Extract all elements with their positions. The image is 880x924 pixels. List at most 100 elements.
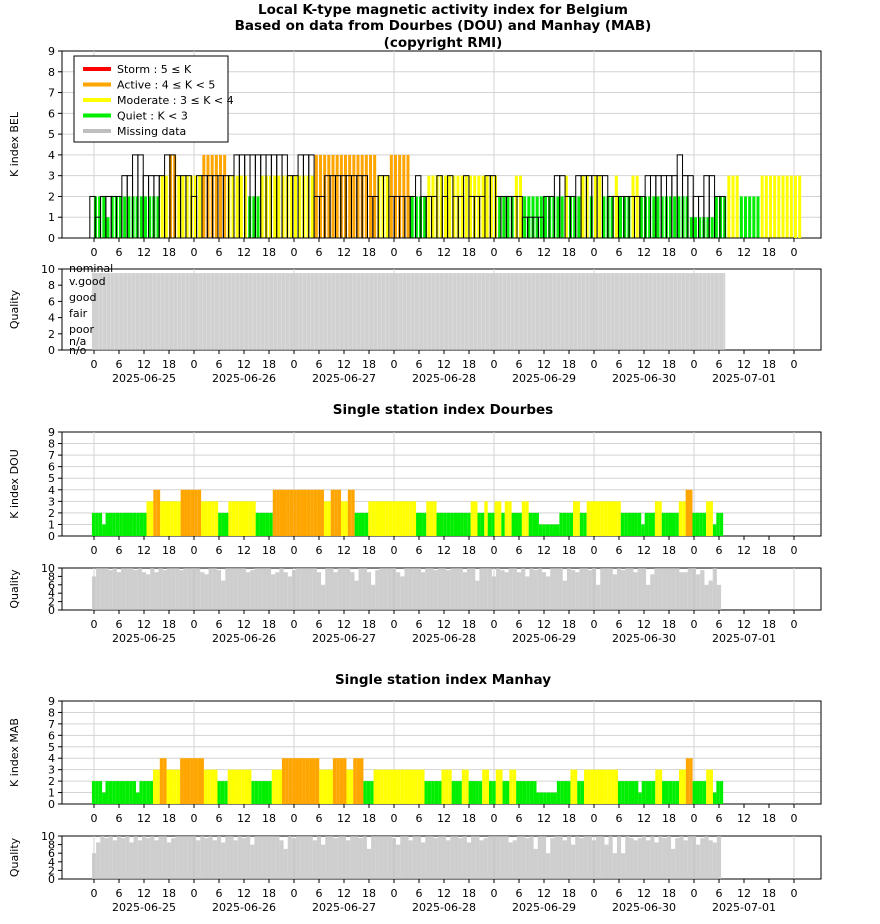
bel-fine-bar (773, 175, 777, 238)
dou-bar (706, 501, 710, 536)
bel-fine-bar (719, 196, 722, 238)
qdou-quality-bar (521, 568, 526, 610)
dou-xtick-label: 12 (137, 544, 151, 557)
qmab-quality-bar (316, 836, 322, 879)
qbel-xtick-label: 6 (416, 358, 423, 371)
dou-bar (402, 501, 406, 536)
bel-xtick-label: 0 (691, 246, 698, 259)
qbel-xtick-label: 18 (762, 358, 776, 371)
qmab-quality-bar (325, 836, 330, 879)
qmab-quality-bar (275, 836, 280, 879)
qdou-quality-bar (587, 570, 592, 610)
qmab-quality-bar (112, 840, 117, 879)
qmab-quality-bar (508, 842, 513, 879)
bel-xtick-label: 0 (191, 246, 198, 259)
dou-bar (323, 501, 328, 536)
dou-bar (409, 501, 413, 536)
mab-bar (139, 781, 143, 804)
bel-xtick-label: 0 (791, 246, 798, 259)
qdou-quality-bar (491, 576, 497, 610)
bel-fine-bar (252, 196, 256, 238)
qdou-xtick-label: 18 (162, 618, 176, 631)
qdou-quality-bar (400, 576, 405, 610)
qdou-quality-bar (408, 568, 413, 610)
bel-fine-bar (181, 175, 185, 238)
mab-bar (383, 769, 388, 804)
bel-fine-bar (194, 175, 197, 238)
qdou-xtick-label: 12 (137, 618, 151, 631)
bel-fine-bar (756, 196, 760, 238)
mab-bar (655, 769, 659, 804)
dou-bar (320, 489, 324, 536)
bel-fine-bar (764, 175, 768, 238)
qbel-ylabel: Quality (8, 289, 21, 329)
qdou-ytick-label: 2 (48, 596, 55, 609)
qmab-quality-bar (346, 840, 351, 879)
mab-bar (261, 781, 266, 804)
qdou-xtick-label: 0 (491, 618, 498, 631)
bel-fine-bar (173, 154, 177, 238)
dou-bar (112, 512, 116, 536)
qdou-quality-bar (108, 570, 113, 610)
mab-xtick-label: 6 (416, 812, 423, 825)
qdou-quality-bar (271, 574, 276, 610)
bel-fine-bar (306, 175, 310, 238)
mab-bar (580, 781, 585, 804)
dou-bar (487, 512, 492, 536)
qdou-quality-bar (679, 572, 684, 610)
qmab-quality-bar (716, 836, 722, 879)
qdou-quality-bar (366, 572, 372, 610)
dou-xtick-label: 0 (591, 544, 598, 557)
mab-bar (366, 781, 371, 804)
mab-bar (699, 781, 703, 804)
bel-fine-bar (669, 196, 672, 238)
qdou-quality-bar (637, 568, 642, 610)
qbel-xtick-label: 18 (262, 358, 276, 371)
mab-ytick-label: 2 (48, 775, 55, 788)
qmab-quality-bar (650, 836, 655, 879)
qbel-xtick-label: 0 (391, 358, 398, 371)
bel-fine-bar (714, 196, 718, 238)
qdou-quality-bar (171, 568, 176, 610)
qdou-xtick-label: 6 (316, 618, 323, 631)
dou-bar (535, 512, 539, 536)
bel-fine-bar (735, 175, 739, 238)
qmab-quality-bar (141, 836, 147, 879)
qmab-quality-bar (454, 836, 459, 879)
dourbes-title: Single station index Dourbes (333, 402, 553, 418)
qdou-quality-bar (504, 572, 509, 610)
mab-xtick-label: 6 (216, 812, 223, 825)
dou-bar (115, 512, 120, 536)
qmab-quality-bar (475, 836, 480, 879)
dou-bar (566, 512, 570, 536)
mab-xtick-label: 0 (491, 812, 498, 825)
qbel-level-label: poor (69, 323, 94, 336)
bel-fine-bar (727, 175, 731, 238)
qbel-xtick-label: 12 (437, 358, 451, 371)
qdou-date-label: 2025-07-01 (712, 632, 776, 645)
mab-bar (373, 769, 377, 804)
bel-fine-bar (744, 196, 747, 238)
qdou-quality-bar (112, 568, 117, 610)
dou-bar (204, 501, 208, 536)
dou-ytick-label: 2 (48, 507, 55, 520)
bel-fine-bar (198, 175, 202, 238)
dou-bar (627, 512, 632, 536)
mab-bar (570, 769, 574, 804)
dou-bar (433, 501, 437, 536)
mab-bar (112, 781, 116, 804)
qmab-quality-bar (271, 836, 276, 879)
mab-bar (696, 781, 700, 804)
bel-fine-bar (206, 154, 210, 238)
bel-xtick-label: 18 (362, 246, 376, 259)
qdou-quality-bar (454, 568, 459, 610)
qbel-date-label: 2025-06-27 (312, 372, 376, 385)
qdou-quality-bar (608, 568, 613, 610)
dou-bar (450, 512, 454, 536)
qdou-quality-bar (341, 568, 347, 610)
bel-fine-bar (731, 175, 735, 238)
bel-fine-bar (148, 196, 152, 238)
bel-ytick-label: 0 (48, 232, 55, 245)
dou-bar (443, 512, 447, 536)
dou-xtick-label: 12 (537, 544, 551, 557)
